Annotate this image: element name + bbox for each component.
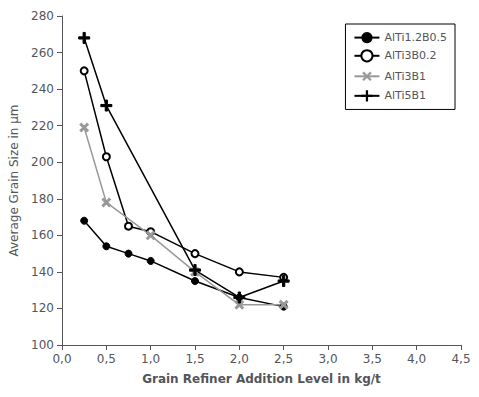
svg-text:0,0: 0,0 bbox=[52, 352, 71, 366]
svg-text:3,0: 3,0 bbox=[318, 352, 337, 366]
svg-text:1,0: 1,0 bbox=[141, 352, 160, 366]
svg-text:3,5: 3,5 bbox=[363, 352, 382, 366]
svg-text:Average Grain Size in µm: Average Grain Size in µm bbox=[7, 105, 21, 257]
svg-text:240: 240 bbox=[31, 82, 54, 96]
svg-text:160: 160 bbox=[31, 228, 54, 242]
svg-text:140: 140 bbox=[31, 265, 54, 279]
svg-text:AlTi1.2B0.5: AlTi1.2B0.5 bbox=[384, 31, 447, 44]
svg-text:AlTi3B0.2: AlTi3B0.2 bbox=[384, 49, 436, 62]
svg-text:100: 100 bbox=[31, 338, 54, 352]
svg-text:0,5: 0,5 bbox=[97, 352, 116, 366]
svg-text:4,0: 4,0 bbox=[407, 352, 426, 366]
svg-text:2,5: 2,5 bbox=[274, 352, 293, 366]
svg-text:2,0: 2,0 bbox=[230, 352, 249, 366]
svg-text:280: 280 bbox=[31, 9, 54, 23]
svg-text:220: 220 bbox=[31, 119, 54, 133]
svg-text:Grain Refiner Addition Level i: Grain Refiner Addition Level in kg/t bbox=[142, 372, 381, 386]
svg-text:1,5: 1,5 bbox=[185, 352, 204, 366]
svg-text:4,5: 4,5 bbox=[451, 352, 470, 366]
svg-text:260: 260 bbox=[31, 46, 54, 60]
svg-text:180: 180 bbox=[31, 192, 54, 206]
svg-text:AlTi3B1: AlTi3B1 bbox=[384, 70, 426, 83]
svg-text:120: 120 bbox=[31, 301, 54, 315]
svg-text:AlTi5B1: AlTi5B1 bbox=[384, 89, 426, 102]
svg-text:200: 200 bbox=[31, 155, 54, 169]
